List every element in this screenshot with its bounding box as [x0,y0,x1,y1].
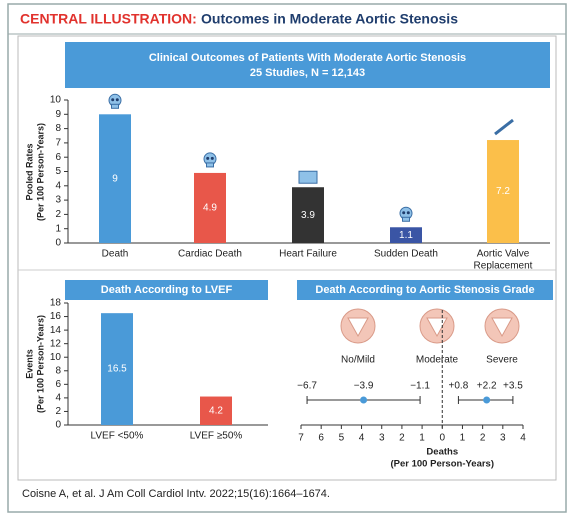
valve-leaflets [347,317,369,338]
header-label: CENTRAL ILLUSTRATION: [20,11,197,27]
x-tick-label: 7 [298,433,304,444]
bar [200,396,232,425]
hospital-icon [298,170,318,184]
chart-title: Clinical Outcomes of Patients With Moder… [149,52,466,64]
y-tick-label: 4 [55,180,61,191]
x-tick-label: Replacement [474,261,533,272]
bar-value-label: 7.2 [496,186,510,197]
skull-icon [111,103,119,109]
y-tick-label: 0 [55,420,61,431]
x-tick-label: 2 [399,433,405,444]
x-tick-label: 1 [419,433,425,444]
bar [390,227,422,243]
y-axis-label: (Per 100 Person-Years) [35,315,45,413]
panel-header [65,42,550,88]
y-tick-label: 9 [55,109,61,120]
y-tick-label: 4 [55,393,61,404]
y-tick-label: 7 [55,138,61,149]
value-label: −3.9 [354,381,374,392]
chart-title: Death According to LVEF [101,284,233,296]
citation: Coisne A, et al. J Am Coll Cardiol Intv.… [22,488,330,500]
chart-subtitle: 25 Studies, N = 12,143 [250,67,365,79]
skull-eye [402,211,406,215]
x-tick-label: 3 [500,433,506,444]
value-label: −1.1 [410,381,430,392]
x-tick-label: Aortic Valve [477,249,530,260]
value-label: −6.7 [297,381,317,392]
bar-value-label: 3.9 [301,210,315,221]
x-tick-label: Cardiac Death [178,249,242,260]
group-label: Moderate [416,355,459,366]
skull-eye [115,98,119,102]
valve-leaflets [491,317,513,338]
bar-value-label: 1.1 [399,230,413,241]
skull-eye [210,156,214,160]
x-tick-label: Heart Failure [279,249,337,260]
y-axis-label: Pooled Rates [24,143,34,200]
y-tick-label: 18 [50,298,62,309]
value-label: +3.5 [503,381,523,392]
bar [487,140,519,243]
y-tick-label: 6 [55,379,61,390]
bar [194,172,226,243]
bar [101,313,133,425]
y-tick-label: 1 [55,223,61,234]
y-tick-label: 10 [50,95,62,106]
x-axis-label: Deaths [426,447,458,458]
estimate-dot [483,396,491,404]
x-tick-label: 4 [359,433,365,444]
x-tick-label: Sudden Death [374,249,438,260]
x-tick-label: 6 [318,433,324,444]
catheter-icon [494,118,514,136]
y-axis-label: Events [24,349,34,379]
bar [292,187,324,243]
y-tick-label: 5 [55,166,61,177]
x-tick-label: 2 [480,433,486,444]
y-tick-label: 0 [55,238,61,249]
y-tick-label: 10 [50,352,62,363]
x-tick-label: 1 [460,433,466,444]
y-axis-label: (Per 100 Person-Years) [35,123,45,221]
x-tick-label: 0 [439,433,445,444]
skull-icon [206,162,214,168]
skull-eye [111,98,115,102]
x-tick-label: LVEF ≥50% [190,431,243,442]
y-tick-label: 12 [50,338,62,349]
x-tick-label: 3 [379,433,385,444]
skull-eye [206,156,210,160]
bar-value-label: 4.9 [203,203,217,214]
bar-value-label: 4.2 [209,405,223,416]
x-axis-label: (Per 100 Person-Years) [391,459,495,470]
value-label: +2.2 [477,381,497,392]
value-label: +0.8 [449,381,469,392]
y-tick-label: 2 [55,209,61,220]
y-tick-label: 16 [50,311,62,322]
y-tick-label: 6 [55,152,61,163]
y-tick-label: 8 [55,123,61,134]
x-tick-label: Death [102,249,129,260]
bar-value-label: 9 [112,173,118,184]
estimate-dot [360,396,368,404]
panel-header [297,280,553,300]
bar [99,114,131,243]
y-tick-label: 3 [55,195,61,206]
chart-title: Death According to Aortic Stenosis Grade [315,284,534,296]
bar-value-label: 16.5 [107,364,127,375]
skull-eye [406,211,410,215]
y-tick-label: 2 [55,406,61,417]
group-label: No/Mild [341,355,375,366]
x-tick-label: LVEF <50% [91,431,144,442]
header-title: Outcomes in Moderate Aortic Stenosis [201,11,458,27]
x-tick-label: 5 [339,433,345,444]
y-tick-label: 14 [50,325,62,336]
skull-icon [402,216,410,222]
group-label: Severe [486,355,518,366]
y-tick-label: 8 [55,365,61,376]
x-tick-label: 4 [520,433,526,444]
panel-header [65,280,268,300]
